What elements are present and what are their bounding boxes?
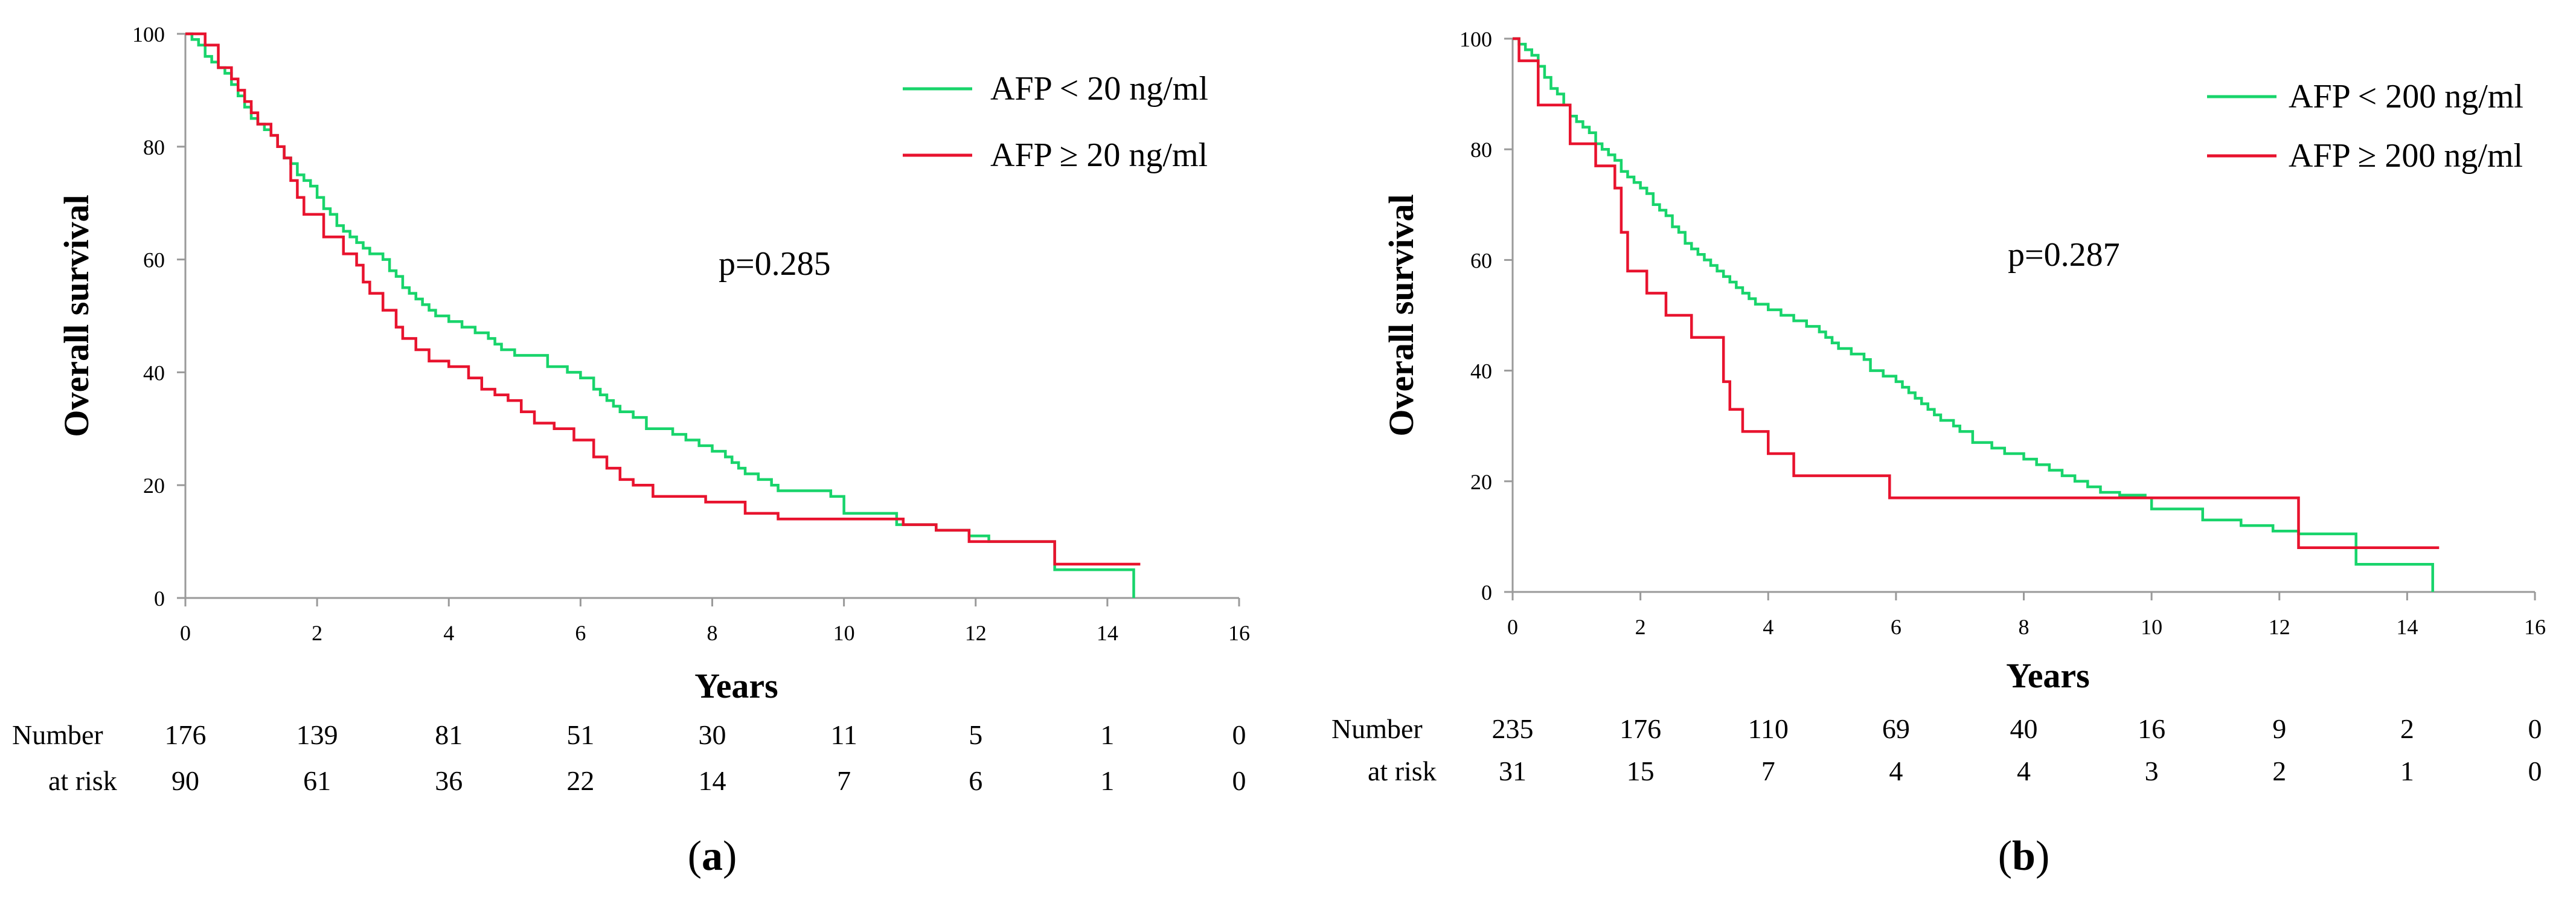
risk-count-red: 15 xyxy=(1627,756,1655,786)
risk-table-label: Number xyxy=(12,719,103,750)
x-tick-label: 14 xyxy=(2396,615,2418,639)
risk-count-green: 5 xyxy=(969,719,982,750)
risk-count-red: 61 xyxy=(303,765,331,796)
y-tick-label: 0 xyxy=(154,586,165,611)
risk-count-green: 235 xyxy=(1492,713,1534,744)
y-tick-label: 60 xyxy=(143,248,165,272)
risk-count-green: 51 xyxy=(566,719,594,750)
risk-count-green: 110 xyxy=(1748,713,1789,744)
x-axis-title: Years xyxy=(2006,656,2090,695)
y-tick-label: 20 xyxy=(1470,470,1492,494)
x-tick-label: 16 xyxy=(1228,621,1250,645)
x-tick-label: 12 xyxy=(2269,615,2290,639)
x-tick-label: 8 xyxy=(707,621,718,645)
x-tick-label: 12 xyxy=(965,621,987,645)
axis-lines xyxy=(184,34,1239,599)
y-tick-label: 60 xyxy=(1470,248,1492,272)
survival-curve-red xyxy=(1513,37,2440,549)
risk-count-green: 11 xyxy=(830,719,857,750)
risk-count-red: 0 xyxy=(1232,765,1246,796)
risk-count-red: 0 xyxy=(2528,756,2542,786)
panel-paren: ( xyxy=(1998,833,2012,879)
x-tick-label: 8 xyxy=(2019,615,2030,639)
risk-count-red: 36 xyxy=(435,765,463,796)
risk-count-green: 2 xyxy=(2400,713,2414,744)
y-tick-label: 20 xyxy=(143,474,165,498)
legend-label-red: AFP ≥ 20 ng/ml xyxy=(990,137,1208,174)
x-tick-label: 10 xyxy=(833,621,855,645)
risk-count-green: 69 xyxy=(1882,713,1910,744)
y-tick-label: 80 xyxy=(143,135,165,159)
x-tick-label: 0 xyxy=(1507,615,1518,639)
risk-count-red: 7 xyxy=(1761,756,1775,786)
risk-count-green: 40 xyxy=(2010,713,2038,744)
x-axis-title: Years xyxy=(694,666,778,705)
x-tick-label: 2 xyxy=(1635,615,1646,639)
x-tick-label: 14 xyxy=(1097,621,1118,645)
panel-paren: ) xyxy=(2036,833,2049,879)
risk-count-green: 139 xyxy=(296,719,338,750)
x-tick-label: 0 xyxy=(180,621,191,645)
risk-count-red: 90 xyxy=(171,765,199,796)
risk-count-green: 81 xyxy=(435,719,463,750)
risk-count-red: 31 xyxy=(1499,756,1527,786)
p-value-annotation: p=0.285 xyxy=(719,245,831,283)
risk-count-green: 30 xyxy=(699,719,726,750)
risk-count-red: 4 xyxy=(1889,756,1903,786)
x-tick-label: 4 xyxy=(1763,615,1773,639)
panel-label: (b) xyxy=(1998,833,2050,879)
x-tick-label: 10 xyxy=(2141,615,2162,639)
risk-count-red: 4 xyxy=(2017,756,2031,786)
y-tick-label: 40 xyxy=(1470,359,1492,384)
risk-count-red: 1 xyxy=(2400,756,2414,786)
survival-curve-green xyxy=(185,32,1135,598)
risk-count-red: 6 xyxy=(969,765,982,796)
risk-count-red: 1 xyxy=(1100,765,1114,796)
panel-label: (a) xyxy=(688,833,737,879)
risk-count-red: 14 xyxy=(699,765,726,796)
y-tick-label: 0 xyxy=(1481,580,1492,605)
risk-count-red: 7 xyxy=(837,765,851,796)
risk-table-label: Number xyxy=(1331,713,1423,744)
x-tick-label: 4 xyxy=(443,621,454,645)
panel-paren: ) xyxy=(723,833,737,879)
y-axis-title: Overall survival xyxy=(57,194,96,437)
risk-count-green: 9 xyxy=(2272,713,2286,744)
x-tick-label: 6 xyxy=(1891,615,1902,639)
risk-count-red: 3 xyxy=(2145,756,2159,786)
survival-curve-red xyxy=(185,32,1141,566)
risk-count-green: 16 xyxy=(2138,713,2165,744)
risk-count-red: 2 xyxy=(2272,756,2286,786)
risk-count-green: 0 xyxy=(2528,713,2542,744)
risk-count-green: 176 xyxy=(1620,713,1661,744)
risk-table-label: at risk xyxy=(1368,756,1437,786)
risk-count-green: 0 xyxy=(1232,719,1246,750)
y-tick-label: 40 xyxy=(143,361,165,385)
legend-label-red: AFP ≥ 200 ng/ml xyxy=(2289,137,2523,175)
p-value-annotation: p=0.287 xyxy=(2008,236,2120,274)
panel-letter: a xyxy=(702,833,723,879)
risk-count-red: 22 xyxy=(566,765,594,796)
y-tick-label: 80 xyxy=(1470,138,1492,162)
panel-letter: b xyxy=(2012,833,2036,879)
x-tick-label: 16 xyxy=(2524,615,2546,639)
y-tick-label: 100 xyxy=(132,22,165,47)
legend-label-green: AFP < 20 ng/ml xyxy=(990,70,1208,108)
x-tick-label: 2 xyxy=(312,621,322,645)
y-axis-title: Overall survival xyxy=(1382,194,1421,436)
risk-count-green: 176 xyxy=(165,719,207,750)
y-tick-label: 100 xyxy=(1459,27,1492,51)
legend-label-green: AFP < 200 ng/ml xyxy=(2289,78,2523,115)
survival-curve-green xyxy=(1513,37,2434,592)
risk-table-label: at risk xyxy=(48,765,117,796)
x-tick-label: 6 xyxy=(575,621,586,645)
panel-paren: ( xyxy=(688,833,702,879)
risk-count-green: 1 xyxy=(1100,719,1114,750)
